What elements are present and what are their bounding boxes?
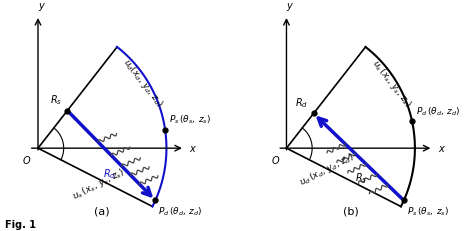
Text: $P_s\,(\theta_s,\,z_s)$: $P_s\,(\theta_s,\,z_s)$ xyxy=(407,204,448,217)
Text: $u_s\,(x_s,\,y_s,\,z_s)$: $u_s\,(x_s,\,y_s,\,z_s)$ xyxy=(70,164,127,202)
Text: $x$: $x$ xyxy=(190,143,198,154)
Text: $O$: $O$ xyxy=(271,153,280,165)
Text: $u_d\,(x_d,\,y_d,\,z_d)$: $u_d\,(x_d,\,y_d,\,z_d)$ xyxy=(298,149,357,188)
Text: $u_d(x_d,\,y_d,\,z_d)$: $u_d(x_d,\,y_d,\,z_d)$ xyxy=(120,56,167,110)
Text: (b): (b) xyxy=(343,205,358,215)
Text: $R_s$: $R_s$ xyxy=(356,171,367,185)
Text: $P_s\,(\theta_s,\,z_s)$: $P_s\,(\theta_s,\,z_s)$ xyxy=(169,113,211,125)
Text: $x$: $x$ xyxy=(438,143,446,154)
Text: Fig. 1: Fig. 1 xyxy=(5,219,36,229)
Text: $R_d$: $R_d$ xyxy=(103,167,116,180)
Text: $y$: $y$ xyxy=(286,1,294,13)
Text: (a): (a) xyxy=(94,205,110,215)
Text: $u_s\,(x_s,\,y_s,\,z_s)$: $u_s\,(x_s,\,y_s,\,z_s)$ xyxy=(369,56,415,109)
Text: $R_s$: $R_s$ xyxy=(50,93,62,106)
Text: $O$: $O$ xyxy=(22,153,32,165)
Text: $y$: $y$ xyxy=(37,1,46,13)
Text: $R_d$: $R_d$ xyxy=(295,96,308,109)
Text: $P_d\,(\theta_d,\,z_d)$: $P_d\,(\theta_d,\,z_d)$ xyxy=(416,105,460,117)
Text: $P_d\,(\theta_d,\,z_d)$: $P_d\,(\theta_d,\,z_d)$ xyxy=(158,204,202,217)
